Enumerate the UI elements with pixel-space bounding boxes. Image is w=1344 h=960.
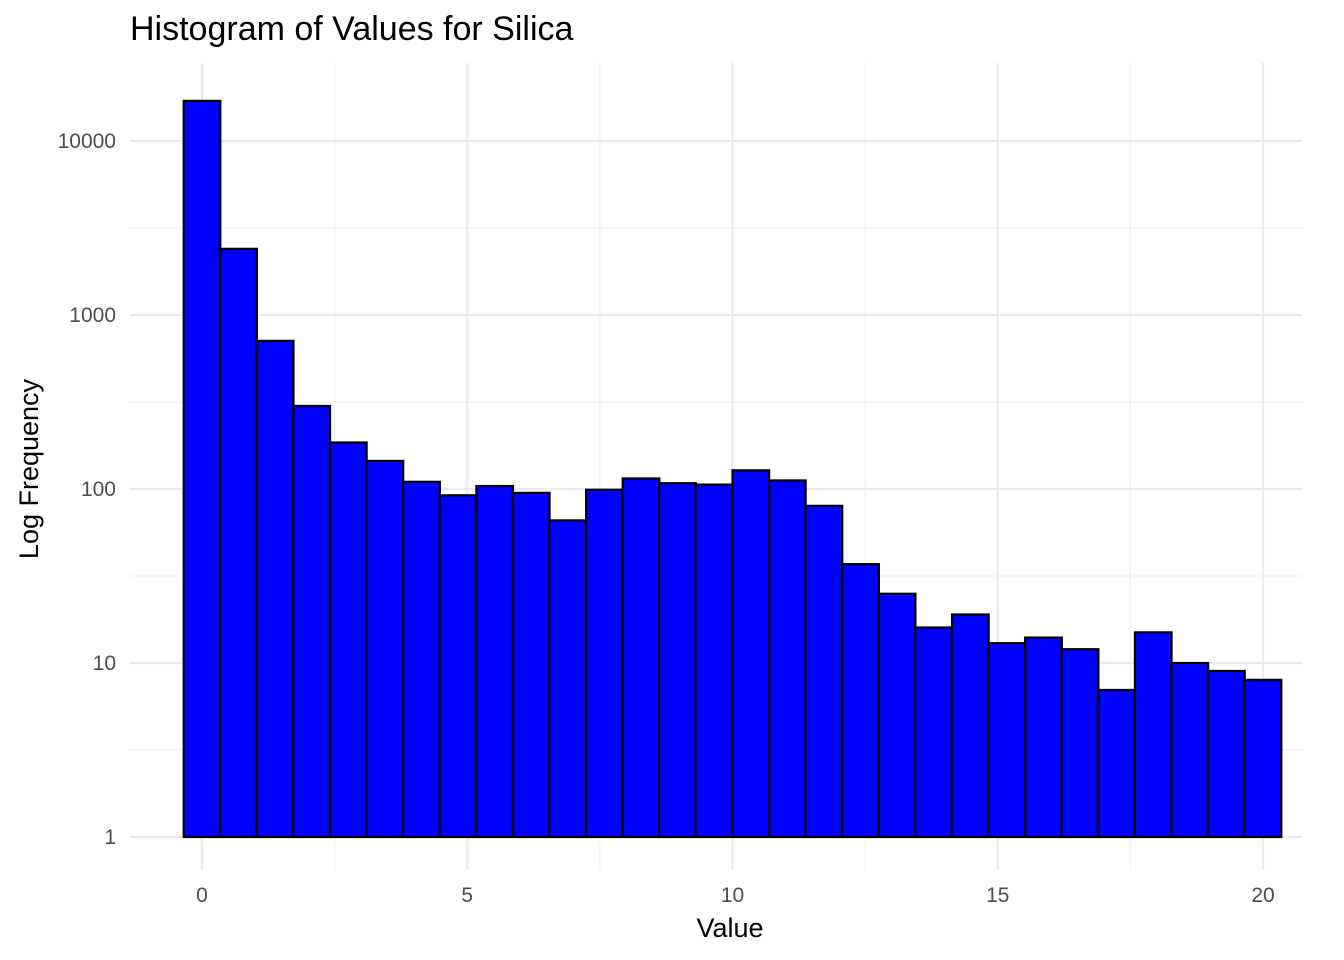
x-axis-title: Value bbox=[696, 913, 763, 943]
histogram-bar bbox=[914, 626, 954, 839]
histogram-bar bbox=[438, 494, 478, 839]
histogram-bar bbox=[1207, 669, 1246, 839]
histogram-bar bbox=[182, 99, 222, 839]
histogram-bar bbox=[658, 482, 697, 839]
histogram-bar bbox=[768, 479, 807, 839]
histogram-bar bbox=[365, 459, 405, 839]
histogram-bars bbox=[182, 99, 1283, 839]
histogram-bar bbox=[255, 339, 295, 839]
histogram-bar bbox=[621, 477, 661, 839]
y-tick-label: 1000 bbox=[69, 304, 116, 327]
histogram-bar bbox=[585, 488, 624, 839]
y-tick-label: 100 bbox=[81, 478, 116, 501]
histogram-bar bbox=[987, 642, 1027, 839]
histogram-bar bbox=[694, 483, 734, 839]
histogram-bar bbox=[950, 613, 990, 839]
histogram-bar bbox=[1170, 661, 1210, 839]
y-tick-label: 1 bbox=[104, 826, 116, 849]
histogram-bar bbox=[1060, 648, 1100, 839]
y-tick-label: 10000 bbox=[58, 130, 116, 153]
x-axis-ticks: 0 5 10 15 20 bbox=[196, 884, 1275, 907]
histogram-bar bbox=[219, 247, 258, 839]
histogram-bar bbox=[1024, 636, 1063, 839]
histogram-bar bbox=[1133, 631, 1173, 839]
y-axis-ticks: 1 10 100 1000 10000 bbox=[58, 130, 116, 849]
x-tick-label: 15 bbox=[986, 884, 1009, 907]
histogram-bar bbox=[402, 480, 441, 839]
histogram-bar bbox=[292, 404, 332, 839]
y-axis-title: Log Frequency bbox=[14, 378, 44, 559]
x-tick-label: 5 bbox=[461, 884, 473, 907]
histogram-bar bbox=[841, 563, 880, 839]
histogram-bar bbox=[731, 469, 771, 839]
x-tick-label: 10 bbox=[721, 884, 744, 907]
y-tick-label: 10 bbox=[93, 652, 116, 675]
histogram-bar bbox=[475, 484, 515, 839]
histogram-bar bbox=[511, 491, 551, 839]
x-tick-label: 0 bbox=[196, 884, 208, 907]
histogram-bar bbox=[1243, 678, 1283, 839]
histogram-bar bbox=[804, 504, 844, 839]
histogram-bar bbox=[877, 592, 917, 839]
x-tick-label: 20 bbox=[1251, 884, 1274, 907]
histogram-bar bbox=[1097, 688, 1137, 839]
histogram-bar bbox=[328, 441, 368, 839]
histogram-bar bbox=[548, 519, 588, 839]
chart-title: Histogram of Values for Silica bbox=[130, 10, 574, 48]
